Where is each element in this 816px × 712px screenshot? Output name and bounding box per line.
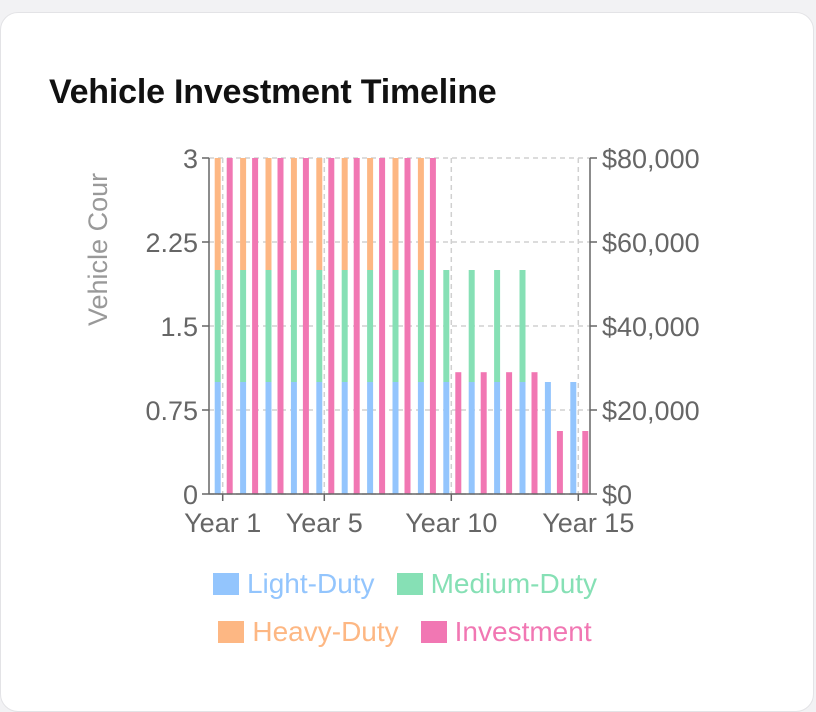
light-duty-bar xyxy=(443,382,450,494)
light-duty-bar xyxy=(570,382,577,494)
medium-duty-bar xyxy=(367,270,374,382)
heavy-duty-bar xyxy=(214,158,221,270)
legend-swatch-light-duty xyxy=(212,573,239,595)
light-duty-bar xyxy=(290,382,297,494)
left-axis-tick-label: 0.75 xyxy=(145,396,198,426)
legend-label-investment: Investment xyxy=(454,616,592,647)
light-duty-bar xyxy=(519,382,526,494)
heavy-duty-bar xyxy=(240,158,247,270)
x-axis-tick-label: Year 10 xyxy=(405,508,497,538)
heavy-duty-bar xyxy=(367,158,374,270)
heavy-duty-bar xyxy=(265,158,272,270)
investment-bar xyxy=(582,431,589,494)
medium-duty-bar xyxy=(494,270,501,382)
heavy-duty-bar xyxy=(392,158,399,270)
investment-bar xyxy=(480,372,487,494)
right-axis-tick-label: $60,000 xyxy=(602,228,700,258)
legend-swatch-medium-duty xyxy=(396,573,423,595)
x-axis-tick-label: Year 1 xyxy=(184,508,261,538)
medium-duty-bar xyxy=(392,270,399,382)
investment-bar xyxy=(328,158,335,494)
bars xyxy=(214,158,589,494)
investment-bar xyxy=(302,158,309,494)
medium-duty-bar xyxy=(240,270,247,382)
right-axis-tick-label: $20,000 xyxy=(602,396,700,426)
investment-bar xyxy=(455,372,462,494)
light-duty-bar xyxy=(316,382,323,494)
legend-item-investment[interactable]: Investment xyxy=(420,616,592,648)
axes: 0 0.75 1.5 2.25 3 $0 $20,000 $40,000 $60,000 $80,… xyxy=(145,144,699,538)
x-axis-tick-label: Year 5 xyxy=(286,508,363,538)
heavy-duty-bar xyxy=(417,158,424,270)
medium-duty-bar xyxy=(265,270,272,382)
light-duty-bar xyxy=(214,382,221,494)
legend-swatch-investment xyxy=(420,621,447,643)
grid-lines xyxy=(209,157,590,495)
investment-bar xyxy=(429,158,436,494)
light-duty-bar xyxy=(468,382,475,494)
investment-bar xyxy=(556,431,563,494)
investment-bar xyxy=(353,158,360,494)
medium-duty-bar xyxy=(341,270,348,382)
right-axis-tick-label: $40,000 xyxy=(602,312,700,342)
right-axis-tick-label: $80,000 xyxy=(602,144,700,174)
investment-bar xyxy=(277,158,284,494)
left-axis-tick-label: 1.5 xyxy=(160,312,198,342)
heavy-duty-bar xyxy=(341,158,348,270)
left-axis-tick-label: 2.25 xyxy=(145,228,198,258)
left-axis-tick-label: 3 xyxy=(183,144,198,174)
chart-legend: Light-Duty Medium-Duty Heavy-Duty Invest… xyxy=(0,560,780,656)
medium-duty-bar xyxy=(417,270,424,382)
investment-bar xyxy=(226,158,233,494)
medium-duty-bar xyxy=(214,270,221,382)
medium-duty-bar xyxy=(316,270,323,382)
investment-bar xyxy=(404,158,411,494)
light-duty-bar xyxy=(367,382,374,494)
investment-bar xyxy=(506,372,513,494)
legend-label-medium-duty: Medium-Duty xyxy=(430,568,598,599)
right-axis-tick-label: $0 xyxy=(602,480,632,510)
legend-label-heavy-duty: Heavy-Duty xyxy=(252,616,399,647)
legend-item-light-duty[interactable]: Light-Duty xyxy=(212,568,375,600)
light-duty-bar xyxy=(392,382,399,494)
medium-duty-bar xyxy=(290,270,297,382)
light-duty-bar xyxy=(544,382,551,494)
heavy-duty-bar xyxy=(290,158,297,270)
legend-item-medium-duty[interactable]: Medium-Duty xyxy=(396,568,598,600)
light-duty-bar xyxy=(417,382,424,494)
heavy-duty-bar xyxy=(316,158,323,270)
light-duty-bar xyxy=(341,382,348,494)
legend-swatch-heavy-duty xyxy=(218,621,245,643)
investment-bar xyxy=(379,158,386,494)
light-duty-bar xyxy=(494,382,501,494)
medium-duty-bar xyxy=(468,270,475,382)
x-axis-tick-label: Year 15 xyxy=(542,508,634,538)
medium-duty-bar xyxy=(443,270,450,382)
left-axis-title: Vehicle Cour xyxy=(83,173,113,326)
light-duty-bar xyxy=(240,382,247,494)
legend-row-2: Heavy-Duty Investment xyxy=(0,608,780,656)
investment-bar xyxy=(252,158,259,494)
left-axis-tick-label: 0 xyxy=(183,480,198,510)
medium-duty-bar xyxy=(519,270,526,382)
legend-item-heavy-duty[interactable]: Heavy-Duty xyxy=(218,616,399,648)
legend-label-light-duty: Light-Duty xyxy=(246,568,375,599)
light-duty-bar xyxy=(265,382,272,494)
investment-bar xyxy=(531,372,538,494)
legend-row-1: Light-Duty Medium-Duty xyxy=(0,560,780,608)
chart-title: Vehicle Investment Timeline xyxy=(49,73,497,111)
